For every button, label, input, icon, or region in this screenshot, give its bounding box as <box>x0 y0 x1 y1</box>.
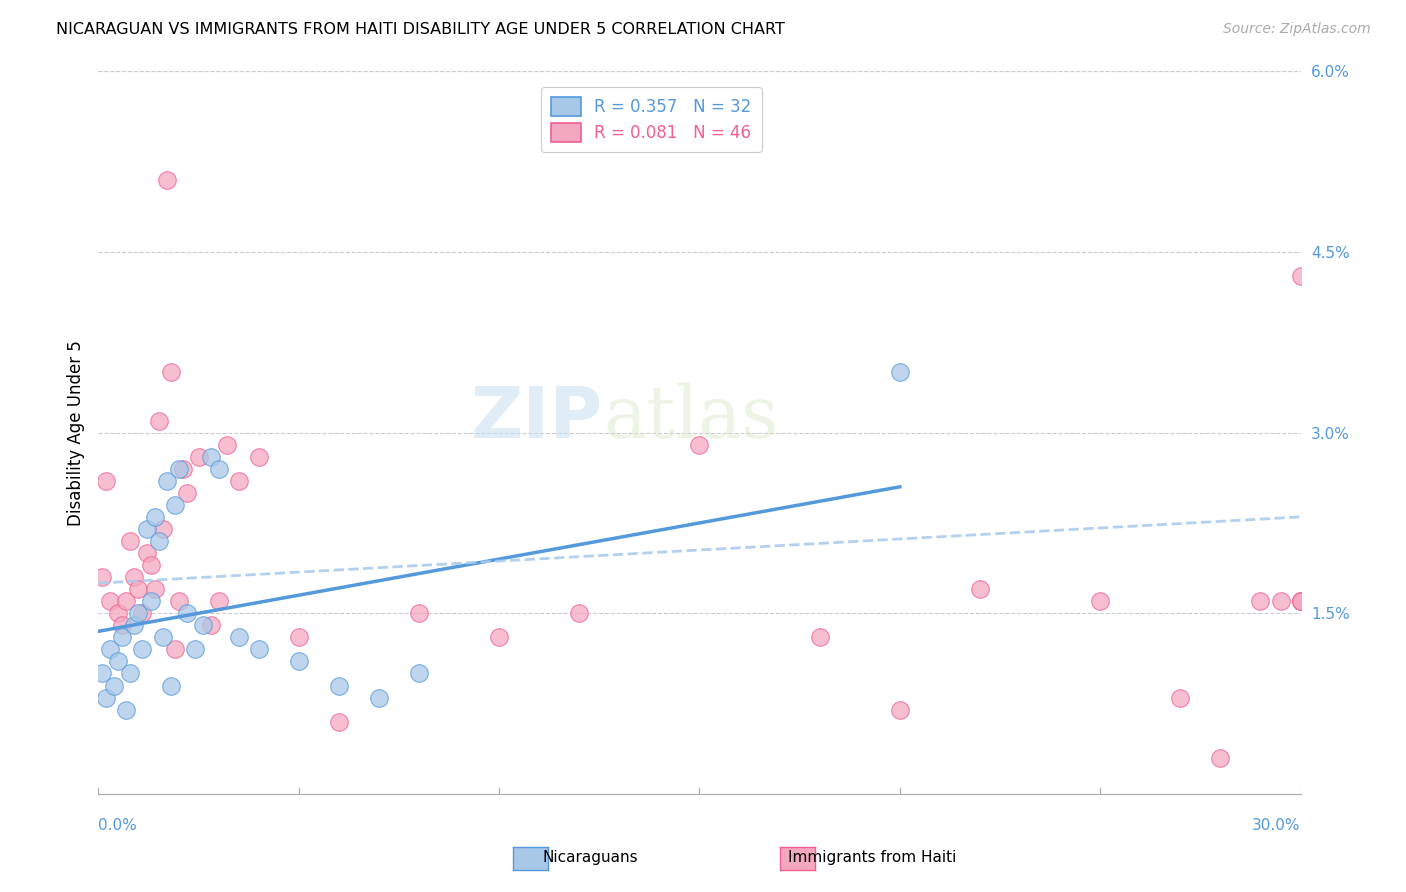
Point <box>163 498 186 512</box>
Y-axis label: Disability Age Under 5: Disability Age Under 5 <box>66 340 84 525</box>
Point <box>91 666 114 681</box>
Point <box>131 642 153 657</box>
Point <box>172 462 194 476</box>
Point <box>889 703 911 717</box>
Point <box>1289 594 1312 608</box>
Point <box>111 630 134 644</box>
Point <box>107 655 129 669</box>
Point <box>100 594 122 608</box>
Point <box>408 607 430 621</box>
Point <box>1289 594 1312 608</box>
Point <box>191 618 214 632</box>
Point <box>889 366 911 380</box>
Point <box>1270 594 1292 608</box>
Point <box>115 594 138 608</box>
Point <box>1289 269 1312 284</box>
Text: atlas: atlas <box>603 383 779 453</box>
Point <box>143 582 166 597</box>
Point <box>969 582 991 597</box>
Point <box>152 522 174 536</box>
Point <box>1289 594 1312 608</box>
Point <box>176 607 198 621</box>
Point <box>288 630 311 644</box>
Point <box>208 594 231 608</box>
Point <box>152 630 174 644</box>
Point <box>167 462 190 476</box>
Point <box>103 678 125 692</box>
Point <box>91 570 114 584</box>
Point <box>96 474 118 488</box>
Point <box>135 546 157 560</box>
Point <box>124 618 146 632</box>
Point <box>328 678 350 692</box>
Point <box>115 703 138 717</box>
Point <box>689 438 711 452</box>
Text: 30.0%: 30.0% <box>1253 818 1301 832</box>
Point <box>111 618 134 632</box>
Point <box>135 522 157 536</box>
Point <box>139 558 162 573</box>
Point <box>148 414 170 428</box>
Point <box>247 450 270 464</box>
Point <box>155 173 177 187</box>
Point <box>488 630 510 644</box>
Point <box>247 642 270 657</box>
Point <box>148 533 170 548</box>
Point <box>143 510 166 524</box>
Point <box>328 714 350 729</box>
Point <box>120 666 142 681</box>
Legend: R = 0.357   N = 32, R = 0.081   N = 46: R = 0.357 N = 32, R = 0.081 N = 46 <box>541 87 762 152</box>
Point <box>228 630 250 644</box>
Point <box>1088 594 1111 608</box>
Point <box>228 474 250 488</box>
Point <box>120 533 142 548</box>
Point <box>808 630 831 644</box>
Point <box>155 474 177 488</box>
Point <box>183 642 205 657</box>
Point <box>200 450 222 464</box>
Text: Nicaraguans: Nicaraguans <box>543 850 638 865</box>
Point <box>187 450 209 464</box>
Point <box>208 462 231 476</box>
Point <box>100 642 122 657</box>
Point <box>128 607 150 621</box>
Point <box>215 438 238 452</box>
Point <box>176 485 198 500</box>
Text: 0.0%: 0.0% <box>98 818 138 832</box>
Point <box>568 607 591 621</box>
Point <box>131 607 153 621</box>
Point <box>1250 594 1272 608</box>
Text: Source: ZipAtlas.com: Source: ZipAtlas.com <box>1223 22 1371 37</box>
Point <box>167 594 190 608</box>
Point <box>1289 594 1312 608</box>
Point <box>139 594 162 608</box>
Point <box>288 655 311 669</box>
Point <box>368 690 391 705</box>
Point <box>408 666 430 681</box>
Point <box>163 642 186 657</box>
Point <box>159 678 181 692</box>
Text: ZIP: ZIP <box>471 384 603 452</box>
Point <box>1170 690 1192 705</box>
Point <box>1209 751 1232 765</box>
Text: NICARAGUAN VS IMMIGRANTS FROM HAITI DISABILITY AGE UNDER 5 CORRELATION CHART: NICARAGUAN VS IMMIGRANTS FROM HAITI DISA… <box>56 22 785 37</box>
Point <box>128 582 150 597</box>
Point <box>96 690 118 705</box>
Text: Immigrants from Haiti: Immigrants from Haiti <box>787 850 956 865</box>
Point <box>124 570 146 584</box>
Point <box>107 607 129 621</box>
Point <box>200 618 222 632</box>
Point <box>159 366 181 380</box>
